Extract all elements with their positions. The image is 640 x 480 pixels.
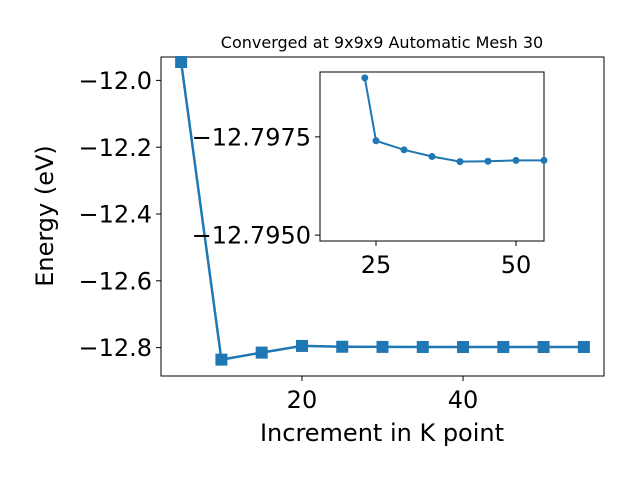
main-data-point [537,341,550,354]
main-series [175,56,590,366]
main-data-point [215,353,228,366]
inset-x-tick-label: 50 [501,251,532,279]
main-data-point [255,346,268,359]
inset-series [361,74,548,166]
inset-data-point [484,157,492,165]
main-data-point [457,341,470,354]
main-data-point [577,341,590,354]
main-data-point [175,56,188,69]
inset-data-point [512,156,520,164]
main-y-tick-label: −12.2 [78,134,152,162]
main-data-point [497,341,510,354]
inset-y-tick-label: −12.7975 [192,123,311,151]
main-y-tick-label: −12.4 [78,201,152,229]
inset-y-ticks: −12.7975 −12.7950 [192,123,320,250]
main-y-tick-label: −12.0 [78,67,152,95]
main-y-tick-label: −12.8 [78,334,152,362]
chart-title: Converged at 9x9x9 Automatic Mesh 30 [221,33,543,52]
main-data-point [336,340,349,353]
inset-data-point [372,137,380,145]
main-x-ticks: 20 40 [287,376,479,414]
main-y-ticks: −12.0 −12.2 −12.4 −12.6 −12.8 [78,67,161,362]
inset-x-tick-label: 25 [361,251,392,279]
inset-data-point [428,153,436,160]
inset-plot: 25 50 −12.7975 −12.7950 [192,71,548,279]
main-data-point [416,340,429,353]
inset-data-point [400,146,408,154]
inset-data-point [361,74,369,82]
inset-x-ticks: 25 50 [361,241,532,279]
main-data-point [376,340,389,353]
main-y-tick-label: −12.6 [78,267,152,295]
main-x-tick-label: 40 [448,386,479,414]
main-x-tick-label: 20 [287,386,318,414]
inset-series-line [363,77,544,163]
y-axis-label: Energy (eV) [31,145,59,287]
inset-data-point [456,158,464,166]
x-axis-label: Increment in K point [260,419,504,447]
inset-data-point [540,156,548,164]
inset-y-tick-label: −12.7950 [192,222,311,250]
main-data-point [295,339,308,352]
